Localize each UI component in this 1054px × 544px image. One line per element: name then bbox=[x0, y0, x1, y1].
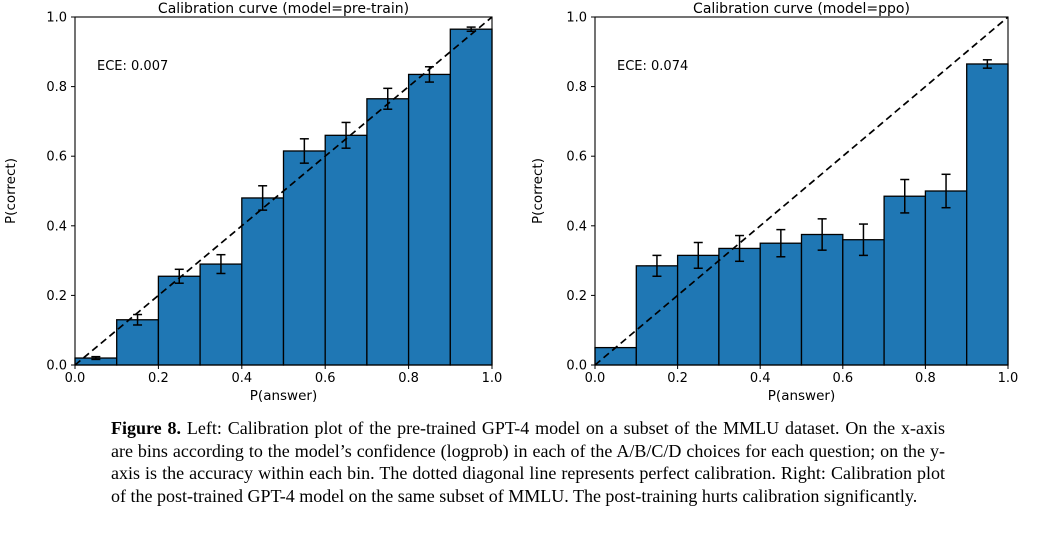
x-tick-label: 0.4 bbox=[231, 371, 252, 386]
plot-area: 0.0 0.2 0.4 0.6 0.8 1.0 0.0 0.2 0.4 0.6 0.8 1.0 bbox=[566, 11, 1018, 387]
bar bbox=[324, 134, 368, 366]
y-tick-label: 0.4 bbox=[566, 219, 587, 234]
perfect-calibration-line bbox=[594, 16, 1009, 366]
y-axis-label: P(correct) bbox=[3, 158, 19, 224]
y-tick-label: 0.2 bbox=[566, 289, 587, 304]
calibration-chart-pretrain: 0.0 0.2 0.4 0.6 0.8 1.0 0.0 0.2 0.4 0.6 0.8 1.0 Cal… bbox=[3, 1, 502, 404]
bar bbox=[883, 195, 927, 366]
x-axis-label: P(answer) bbox=[250, 388, 317, 404]
bar bbox=[241, 197, 285, 366]
plot-area: 0.0 0.2 0.4 0.6 0.8 1.0 0.0 0.2 0.4 0.6 0.8 1.0 bbox=[46, 11, 502, 387]
x-tick-label: 0.8 bbox=[915, 371, 936, 386]
bar bbox=[116, 319, 160, 366]
chart-title: Calibration curve (model=pre-train) bbox=[158, 1, 409, 17]
x-tick-label: 0.8 bbox=[398, 371, 419, 386]
x-tick-label: 0.2 bbox=[148, 371, 169, 386]
x-tick-label: 1.0 bbox=[482, 371, 503, 386]
x-tick-label: 0.6 bbox=[832, 371, 853, 386]
bar bbox=[199, 263, 243, 366]
plot-border bbox=[74, 16, 493, 366]
y-tick-label: 1.0 bbox=[46, 11, 67, 26]
x-axis-label: P(answer) bbox=[768, 388, 835, 404]
bar bbox=[407, 73, 451, 366]
perfect-calibration-line bbox=[74, 16, 493, 366]
ece-annotation: ECE: 0.074 bbox=[617, 59, 688, 74]
x-tick-label: 0.0 bbox=[65, 371, 86, 386]
y-tick-label: 0.0 bbox=[46, 359, 67, 374]
plot-border bbox=[594, 16, 1009, 366]
figure-caption-label: Figure 8. bbox=[111, 418, 182, 438]
chart-title: Calibration curve (model=ppo) bbox=[693, 1, 910, 17]
bar bbox=[366, 98, 410, 366]
y-axis-label: P(correct) bbox=[530, 158, 546, 224]
x-tick-label: 0.6 bbox=[315, 371, 336, 386]
figure-caption-text: Left: Calibration plot of the pre-traine… bbox=[111, 418, 946, 506]
figure-caption: Figure 8. Left: Calibration plot of the … bbox=[111, 417, 945, 507]
y-tick-label: 0.2 bbox=[46, 289, 67, 304]
bar bbox=[594, 346, 637, 366]
bar bbox=[676, 254, 720, 366]
y-tick-label: 0.0 bbox=[566, 359, 587, 374]
bar bbox=[842, 239, 885, 366]
bar bbox=[718, 247, 761, 366]
y-tick-label: 0.4 bbox=[46, 219, 67, 234]
x-tick-label: 1.0 bbox=[998, 371, 1019, 386]
x-tick-label: 0.2 bbox=[667, 371, 688, 386]
bar bbox=[966, 63, 1009, 366]
bar bbox=[635, 265, 679, 366]
ece-annotation: ECE: 0.007 bbox=[97, 59, 168, 74]
y-tick-label: 0.6 bbox=[46, 150, 67, 165]
y-tick-label: 0.8 bbox=[566, 80, 587, 95]
y-tick-label: 0.6 bbox=[566, 150, 587, 165]
x-tick-label: 0.4 bbox=[750, 371, 771, 386]
bar bbox=[800, 233, 844, 366]
x-tick-label: 0.0 bbox=[585, 371, 606, 386]
y-tick-label: 0.8 bbox=[46, 80, 67, 95]
bar bbox=[924, 190, 968, 366]
y-tick-label: 1.0 bbox=[566, 11, 587, 26]
bar bbox=[759, 242, 803, 366]
bar bbox=[282, 150, 326, 366]
bar bbox=[449, 28, 493, 366]
calibration-chart-ppo: 0.0 0.2 0.4 0.6 0.8 1.0 0.0 0.2 0.4 0.6 0.8 1.0 Cal… bbox=[530, 1, 1018, 404]
